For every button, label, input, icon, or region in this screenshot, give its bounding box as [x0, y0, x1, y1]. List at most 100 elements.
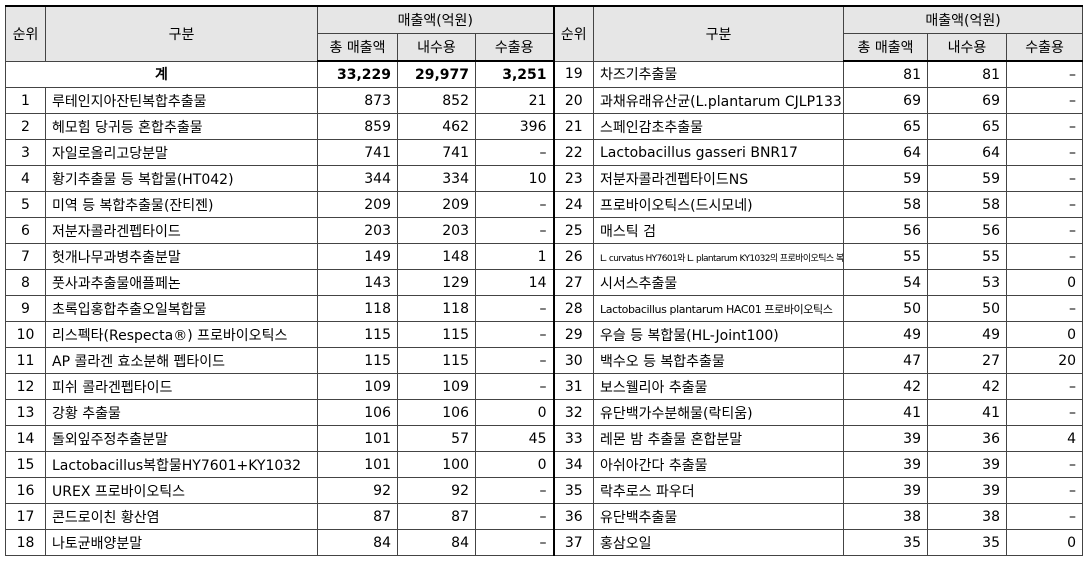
domestic-cell: 41	[927, 399, 1007, 426]
total-sales-cell: 101	[317, 451, 398, 478]
rank-cell: 16	[5, 477, 46, 504]
domestic-cell: 106	[397, 399, 476, 426]
item-name: L. curvatus HY7601와 L. plantarum KY1032의…	[593, 243, 844, 270]
table-row: 6 저분자콜라겐펩타이드 203 203–25 매스틱 검 56 56–	[5, 217, 1084, 244]
export-cell: 0	[475, 451, 554, 478]
export-cell: 1	[475, 243, 554, 270]
header-category: 구분	[45, 5, 318, 62]
table-row: 3 자일로올리고당분말 741 741–22 Lactobacillus gasseri…	[5, 139, 1084, 166]
header-sales-group: 매출액(억원)	[842, 5, 1084, 34]
domestic-cell: 53	[927, 269, 1007, 296]
domestic-cell: 462	[397, 113, 476, 140]
export-cell: 10	[475, 165, 554, 192]
rank-cell: 17	[5, 503, 46, 530]
total-sales-cell: 47	[843, 347, 928, 374]
export-cell: –	[1005, 243, 1084, 270]
summary-total-sales: 33,229	[317, 60, 398, 88]
rank-cell: 3	[5, 139, 46, 166]
item-name: 루테인지아잔틴복합추출물	[45, 87, 318, 114]
rank-cell: 37	[552, 529, 594, 556]
export-cell: –	[1005, 373, 1084, 400]
total-sales-cell: 741	[317, 139, 398, 166]
rank-cell: 11	[5, 347, 46, 374]
export-cell: 20	[1005, 347, 1084, 374]
export-cell: –	[1005, 165, 1084, 192]
domestic-cell: 852	[397, 87, 476, 114]
item-name: 유단백추출물	[593, 503, 844, 530]
rank-cell: 6	[5, 217, 46, 244]
domestic-cell: 69	[927, 87, 1007, 114]
header-rank: 순위	[552, 5, 594, 62]
total-sales-cell: 38	[843, 503, 928, 530]
table-row: 15 Lactobacillus복합물HY7601+KY1032 101 100 0 34…	[5, 451, 1084, 478]
domestic-cell: 38	[927, 503, 1007, 530]
export-cell: –	[475, 217, 554, 244]
item-name: 홍삼오일	[593, 529, 844, 556]
total-sales-cell: 69	[843, 87, 928, 114]
domestic-cell: 115	[397, 347, 476, 374]
total-sales-cell: 84	[317, 529, 398, 556]
export-cell: –	[475, 347, 554, 374]
domestic-cell: 109	[397, 373, 476, 400]
table-row: 1 루테인지아잔틴복합추출물 873 852 21 20 과채유래유산균(L.plantar…	[5, 87, 1084, 114]
table-row: 14 돌외잎주정추출분말 101 57 45 33 레몬 밤 추출물 혼합분말 39 36 4	[5, 425, 1084, 452]
table-row: 2 헤모힘 당귀등 혼합추출물 859 462 396 21 스페인감초추출물 65 65–	[5, 113, 1084, 140]
total-sales-cell: 42	[843, 373, 928, 400]
export-cell: 4	[1005, 425, 1084, 452]
rank-cell: 15	[5, 451, 46, 478]
table-container: 순위 구분 매출액(억원) 순위 구분 매출액(억원) 총 매출액 내수용 수출…	[5, 5, 1085, 556]
domestic-cell: 92	[397, 477, 476, 504]
total-sales-cell: 115	[317, 321, 398, 348]
total-sales-cell: 39	[843, 477, 928, 504]
rank-cell: 35	[552, 477, 594, 504]
domestic-cell: 55	[927, 243, 1007, 270]
total-sales-cell: 39	[843, 451, 928, 478]
item-name: 차즈기추출물	[593, 60, 844, 88]
table-row: 12 피쉬 콜라겐펩타이드 109 109–31 보스웰리아 추출물 42 42–	[5, 373, 1084, 400]
total-sales-cell: 149	[317, 243, 398, 270]
total-sales-cell: 54	[843, 269, 928, 296]
item-name: 저분자콜라겐펩타이드	[45, 217, 318, 244]
rank-cell: 25	[552, 217, 594, 244]
item-name-text: 보스웰리아 추출물	[600, 379, 708, 396]
table-row: 8 풋사과추출물애플페논 143 129 14 27 시서스추출물 54 53 0	[5, 269, 1084, 296]
table-row: 계 33,229 29,977 3,251 19 차즈기추출물 81 81–	[5, 60, 1084, 88]
table-row: 16 UREX 프로바이오틱스 92 92–35 락추로스 파우더 39 39–	[5, 477, 1084, 504]
total-sales-cell: 56	[843, 217, 928, 244]
item-name: 초록입홍합추출오일복합물	[45, 295, 318, 322]
export-cell: –	[475, 295, 554, 322]
item-name: 매스틱 검	[593, 217, 844, 244]
rank-cell: 22	[552, 139, 594, 166]
export-cell: 21	[475, 87, 554, 114]
total-sales-cell: 49	[843, 321, 928, 348]
domestic-cell: 65	[927, 113, 1007, 140]
rank-cell: 2	[5, 113, 46, 140]
table-row: 13 강황 추출물 106 106 0 32 유단백가수분해물(락티움) 41 41–	[5, 399, 1084, 426]
total-sales-cell: 92	[317, 477, 398, 504]
item-name: 강황 추출물	[45, 399, 318, 426]
item-name-text: 스페인감초추출물	[600, 119, 704, 136]
header-export: 수출용	[475, 33, 554, 62]
total-sales-cell: 41	[843, 399, 928, 426]
domestic-cell: 129	[397, 269, 476, 296]
total-sales-cell: 203	[317, 217, 398, 244]
domestic-cell: 27	[927, 347, 1007, 374]
rank-cell: 7	[5, 243, 46, 270]
domestic-cell: 203	[397, 217, 476, 244]
total-sales-cell: 118	[317, 295, 398, 322]
rank-cell: 32	[552, 399, 594, 426]
header-export: 수출용	[1005, 33, 1084, 62]
item-name-text: 프로바이오틱스(드시모네)	[600, 197, 753, 214]
rank-cell: 19	[552, 60, 594, 88]
item-name-text: 유단백가수분해물(락티움)	[600, 405, 753, 422]
export-cell: –	[1005, 113, 1084, 140]
domestic-cell: 49	[927, 321, 1007, 348]
domestic-cell: 56	[927, 217, 1007, 244]
total-sales-cell: 81	[843, 60, 928, 88]
export-cell: –	[1005, 451, 1084, 478]
table-row: 10 리스펙타(Respecta®) 프로바이오틱스 115 115–29 우슬 등 복…	[5, 321, 1084, 348]
item-name-text: L. curvatus HY7601와 L. plantarum KY1032의…	[600, 253, 844, 264]
rank-cell: 8	[5, 269, 46, 296]
rank-cell: 36	[552, 503, 594, 530]
export-cell: 0	[475, 399, 554, 426]
